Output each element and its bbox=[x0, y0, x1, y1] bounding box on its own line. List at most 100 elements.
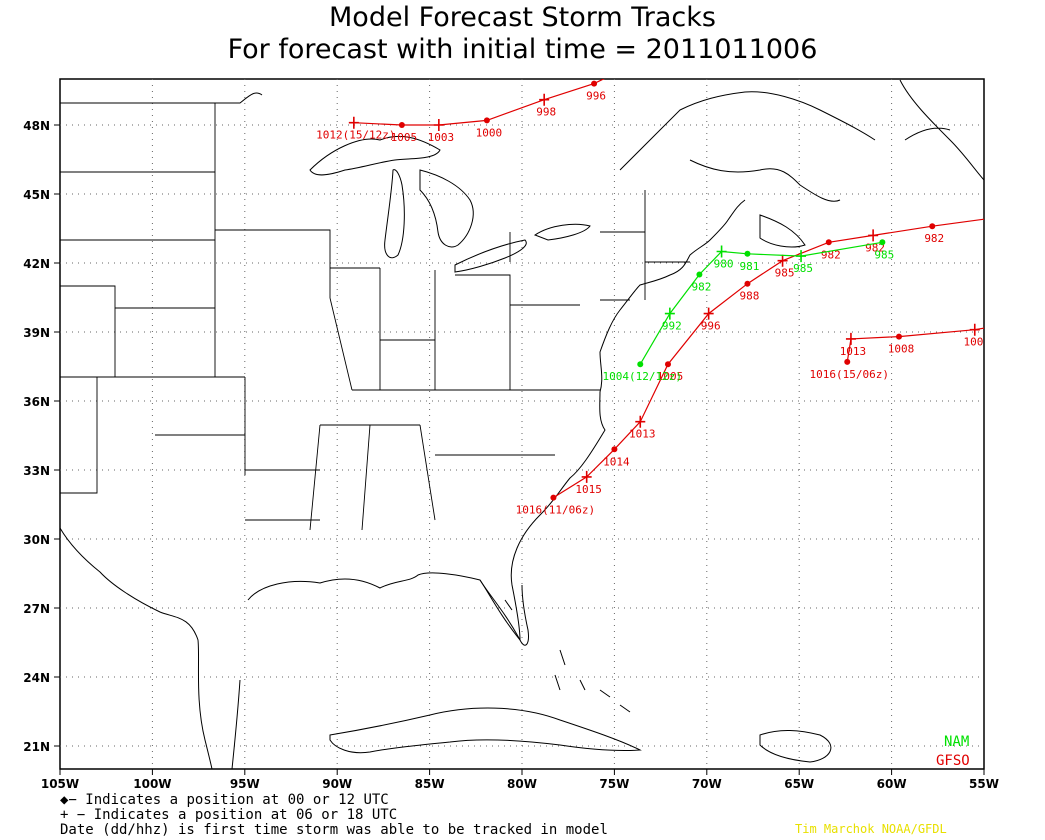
track-point-label: 996 bbox=[701, 320, 721, 333]
x-tick-label: 65W bbox=[784, 777, 814, 791]
x-tick-label: 80W bbox=[507, 777, 537, 791]
y-tick-label: 36N bbox=[23, 395, 50, 409]
track-point-label: 1016(11/06z) bbox=[516, 504, 595, 517]
track-point-dot bbox=[744, 250, 751, 257]
track-point-dot bbox=[825, 239, 832, 246]
y-tick-label: 45N bbox=[23, 188, 50, 202]
x-tick-label: 55W bbox=[969, 777, 999, 791]
track-point-label: 1015 bbox=[575, 483, 602, 496]
track-point-label: 1013 bbox=[629, 428, 656, 441]
x-tick-label: 85W bbox=[415, 777, 445, 791]
track-point-plus bbox=[641, 52, 651, 64]
track-point-label: 1003 bbox=[428, 131, 455, 144]
track-point-dot bbox=[550, 494, 557, 501]
track-point-plus bbox=[969, 323, 980, 336]
track-point-label: 10 bbox=[1039, 324, 1045, 337]
basemap bbox=[60, 79, 984, 769]
y-tick-label: 42N bbox=[23, 257, 50, 271]
track-point-label: 985 bbox=[793, 262, 813, 275]
track-point-label: 992 bbox=[662, 320, 682, 333]
track-point-plus bbox=[796, 250, 807, 263]
track-point-dot bbox=[483, 117, 490, 124]
track-point-plus bbox=[703, 307, 714, 320]
state-borders bbox=[60, 103, 690, 531]
track-point-label: 980 bbox=[714, 258, 734, 271]
storm-tracks: 1016(11/06z) 1015 1014 1013 1005 996 988 985 982… bbox=[316, 52, 1045, 517]
lat-lon-grid bbox=[60, 79, 984, 769]
track-point-label: 998 bbox=[536, 106, 556, 119]
track-point-label: 983 bbox=[1009, 221, 1029, 234]
x-tick-label: 105W bbox=[41, 777, 79, 791]
track-point-dot bbox=[637, 361, 644, 368]
track-point-label: 1012(15/12z) bbox=[316, 129, 395, 142]
track-point-plus bbox=[539, 93, 550, 106]
track-point-label: 1007 bbox=[964, 336, 991, 349]
lake-erie bbox=[454, 239, 527, 273]
lake-ontario bbox=[533, 223, 591, 241]
track-point-plus bbox=[1012, 209, 1022, 221]
x-tick-label: 60W bbox=[877, 777, 907, 791]
x-tick-label: 100W bbox=[133, 777, 171, 791]
hispaniola-outline bbox=[759, 730, 832, 763]
track-point-dot bbox=[591, 80, 598, 87]
track-point-label: 1000 bbox=[476, 126, 503, 139]
canada-coast bbox=[60, 79, 984, 248]
track-point-dot bbox=[611, 446, 618, 453]
track-point-plus bbox=[845, 332, 856, 345]
track-point-label: 1016(15/06z) bbox=[810, 368, 889, 381]
chart-subtitle: For forecast with initial time = 2011011… bbox=[227, 34, 818, 65]
us-coastline bbox=[60, 199, 746, 769]
legend-line-date: Date (dd/hhz) is first time storm was ab… bbox=[60, 822, 608, 838]
track-point-dot bbox=[879, 239, 886, 246]
track-point-label: 1004(12/12z) bbox=[603, 370, 682, 383]
track-line-gfso bbox=[553, 218, 984, 499]
legend-line-plus: + − Indicates a position at 06 or 18 UTC bbox=[60, 807, 398, 823]
bahamas-islands bbox=[504, 599, 631, 713]
y-tick-label: 21N bbox=[23, 740, 50, 754]
track-point-plus bbox=[777, 254, 788, 267]
cuba-outline bbox=[329, 707, 642, 754]
x-tick-label: 75W bbox=[599, 777, 629, 791]
model-key-nam: NAM bbox=[944, 734, 970, 750]
credit-text: Tim Marchok NOAA/GFDL bbox=[795, 822, 947, 836]
track-point-plus bbox=[664, 307, 675, 320]
lake-huron bbox=[419, 169, 474, 248]
y-tick-label: 48N bbox=[23, 119, 50, 133]
track-point-label: 997 bbox=[638, 64, 658, 77]
x-tick-label: 70W bbox=[692, 777, 722, 791]
track-point-label: 1013 bbox=[840, 345, 867, 358]
track-point-dot bbox=[744, 280, 751, 287]
track-point-dot bbox=[895, 333, 902, 340]
track-point-plus bbox=[635, 415, 646, 428]
track-point-dot bbox=[398, 122, 405, 128]
y-tick-label: 39N bbox=[23, 326, 50, 340]
track-point-label: 981 bbox=[740, 260, 760, 273]
track-point-label: 1014 bbox=[603, 455, 630, 468]
track-point-label: 985 bbox=[874, 248, 894, 261]
track-point-label: 988 bbox=[740, 290, 760, 303]
track-point-plus bbox=[716, 245, 727, 258]
track-point-label: 982 bbox=[924, 232, 944, 245]
track-point-dot bbox=[844, 358, 851, 365]
track-point-label: 996 bbox=[586, 90, 606, 103]
lake-michigan bbox=[384, 169, 405, 259]
track-point-dot bbox=[929, 223, 936, 230]
x-tick-label: 95W bbox=[230, 777, 260, 791]
track-point-dot bbox=[696, 271, 703, 278]
y-tick-label: 30N bbox=[23, 533, 50, 547]
track-point-label: 985 bbox=[775, 267, 795, 280]
florida-outline bbox=[479, 579, 529, 646]
track-point-dot bbox=[1040, 315, 1045, 321]
track-point-label: 1008 bbox=[888, 343, 915, 356]
model-key-gfso: GFSO bbox=[936, 753, 970, 769]
track-point-label: 982 bbox=[691, 281, 711, 294]
axis-labels: 105W 100W 95W 90W 85W 80W 75W 70W 65W 60W 55W 48N 45… bbox=[23, 119, 999, 791]
track-point-dot bbox=[664, 361, 671, 368]
track-point-plus bbox=[433, 119, 444, 131]
track-point-label: 1005 bbox=[657, 370, 684, 383]
track-point-plus bbox=[348, 116, 359, 129]
y-tick-label: 24N bbox=[23, 671, 50, 685]
lake-superior bbox=[309, 135, 441, 176]
track-point-label: 1005 bbox=[391, 131, 418, 144]
